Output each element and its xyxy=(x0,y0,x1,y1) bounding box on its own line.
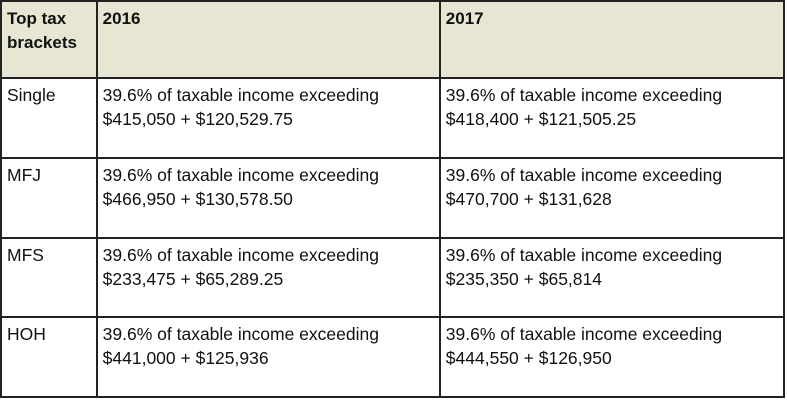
bracket-2016-amount: $233,475 + $65,289.25 xyxy=(102,268,284,289)
bracket-2016-cell: 39.6% of taxable income exceeding $466,9… xyxy=(95,156,441,239)
bracket-2016-amount: $466,950 + $130,578.50 xyxy=(102,188,293,209)
header-cell-2017: 2017 xyxy=(438,0,786,79)
status-cell: HOH xyxy=(0,316,98,398)
header-cell-bracket: Top tax brackets xyxy=(0,0,98,79)
bracket-2016-text: 39.6% of taxable income exceeding xyxy=(102,244,379,265)
bracket-2016-cell: 39.6% of taxable income exceeding $233,4… xyxy=(95,236,441,319)
status-cell: MFS xyxy=(0,236,98,319)
bracket-2017-cell: 39.6% of taxable income exceeding $418,4… xyxy=(438,77,786,159)
table-row-mfs: MFS 39.6% of taxable income exceeding $2… xyxy=(0,236,786,319)
bracket-2016-text: 39.6% of taxable income exceeding xyxy=(102,164,379,185)
bracket-2017-cell: 39.6% of taxable income exceeding $444,5… xyxy=(438,316,786,398)
table-row-hoh: HOH 39.6% of taxable income exceeding $4… xyxy=(0,316,786,398)
header-cell-2016: 2016 xyxy=(95,0,441,79)
bracket-2017-amount: $418,400 + $121,505.25 xyxy=(445,109,637,129)
header-bracket-line1: Top tax xyxy=(7,9,67,28)
bracket-2016-amount: $415,050 + $120,529.75 xyxy=(102,109,293,129)
bracket-2017-text: 39.6% of taxable income exceeding xyxy=(445,324,723,345)
bracket-2017-amount: $470,700 + $131,628 xyxy=(445,188,612,209)
bracket-2017-cell: 39.6% of taxable income exceeding $235,3… xyxy=(438,236,786,319)
bracket-2017-text: 39.6% of taxable income exceeding xyxy=(445,244,723,265)
bracket-2016-cell: 39.6% of taxable income exceeding $415,0… xyxy=(95,77,441,159)
bracket-2017-amount: $235,350 + $65,814 xyxy=(445,268,602,289)
table-row-single: Single 39.6% of taxable income exceeding… xyxy=(0,77,786,159)
bracket-2016-text: 39.6% of taxable income exceeding xyxy=(102,324,379,345)
bracket-2017-cell: 39.6% of taxable income exceeding $470,7… xyxy=(438,156,786,239)
bracket-2017-amount: $444,550 + $126,950 xyxy=(445,348,612,369)
status-cell: Single xyxy=(0,77,98,159)
header-bracket-line2: brackets xyxy=(7,33,77,52)
bracket-2017-text: 39.6% of taxable income exceeding xyxy=(445,85,723,105)
bracket-2016-amount: $441,000 + $125,936 xyxy=(102,348,269,369)
table-row-mfj: MFJ 39.6% of taxable income exceeding $4… xyxy=(0,156,786,239)
bracket-2017-text: 39.6% of taxable income exceeding xyxy=(445,164,723,185)
header-row: Top tax brackets 2016 2017 xyxy=(0,0,786,79)
bracket-2016-text: 39.6% of taxable income exceeding xyxy=(102,85,379,105)
bracket-2016-cell: 39.6% of taxable income exceeding $441,0… xyxy=(95,316,441,398)
status-cell: MFJ xyxy=(0,156,98,239)
